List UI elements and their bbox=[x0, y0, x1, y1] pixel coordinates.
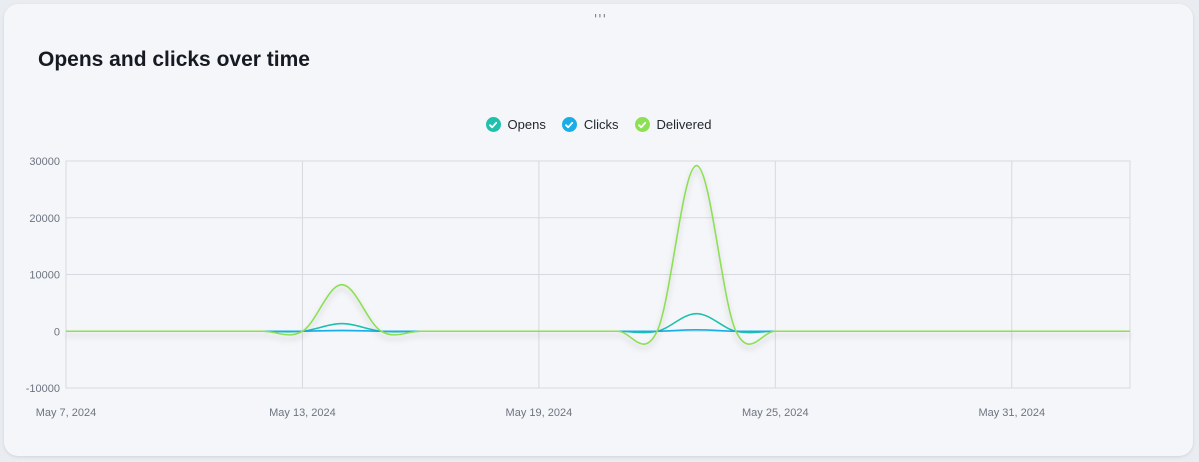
check-icon bbox=[485, 117, 501, 132]
legend-label: Delivered bbox=[656, 117, 712, 132]
x-tick-label: May 31, 2024 bbox=[978, 407, 1045, 419]
legend-item-delivered[interactable]: Delivered bbox=[634, 117, 712, 132]
series-line-delivered bbox=[66, 164, 1130, 345]
chart-card: ''' Opens and clicks over time Opens Cli… bbox=[4, 4, 1193, 456]
legend-label: Clicks bbox=[583, 117, 619, 132]
check-icon bbox=[634, 117, 650, 132]
x-tick-label: May 13, 2024 bbox=[269, 407, 336, 419]
x-tick-label: May 19, 2024 bbox=[506, 407, 573, 419]
y-tick-label: 30000 bbox=[29, 156, 60, 168]
x-tick-label: May 25, 2024 bbox=[742, 407, 809, 419]
legend-item-opens[interactable]: Opens bbox=[485, 117, 546, 132]
series-line-opens bbox=[66, 312, 1130, 334]
drag-handle-icon[interactable]: ''' bbox=[594, 12, 607, 26]
x-tick-label: May 7, 2024 bbox=[36, 407, 97, 419]
y-tick-label: -10000 bbox=[26, 383, 60, 395]
y-tick-label: 20000 bbox=[29, 213, 60, 225]
check-icon bbox=[561, 117, 577, 132]
legend-item-clicks[interactable]: Clicks bbox=[561, 117, 619, 132]
y-tick-label: 0 bbox=[54, 326, 60, 338]
y-tick-label: 10000 bbox=[29, 270, 60, 282]
legend-label: Opens bbox=[507, 117, 546, 132]
chart-legend: Opens Clicks Delivered bbox=[4, 117, 1193, 132]
line-chart: 30000 20000 10000 0 -10000 May 7, 2024 May 13,… bbox=[26, 156, 1131, 419]
chart-title: Opens and clicks over time bbox=[38, 48, 310, 71]
